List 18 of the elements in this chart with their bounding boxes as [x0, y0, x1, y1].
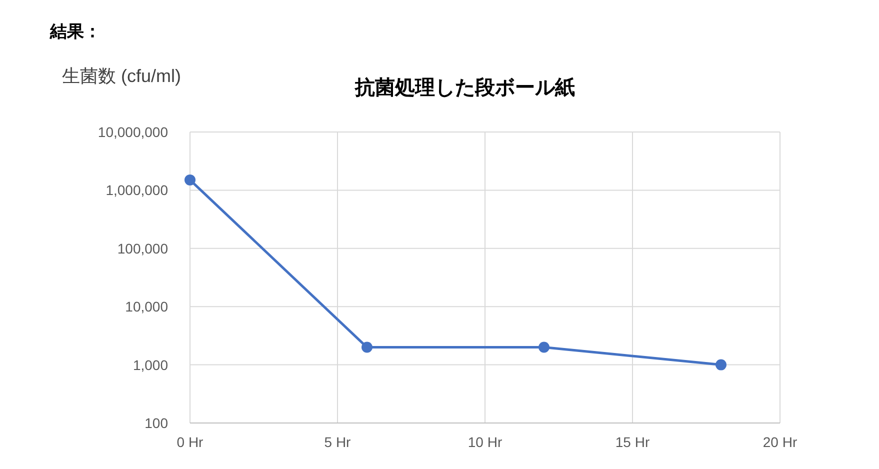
x-tick-label: 0 Hr	[176, 434, 204, 450]
x-tick-label: 20 Hr	[762, 434, 798, 450]
x-tick-label: 5 Hr	[324, 434, 352, 450]
y-tick-label: 100,000	[117, 240, 168, 256]
chart-title: 抗菌処理した段ボール紙	[354, 77, 575, 99]
x-tick-label: 10 Hr	[468, 434, 502, 450]
y-tick-label: 1,000	[132, 356, 168, 373]
point	[716, 359, 726, 370]
point	[184, 174, 196, 186]
text: 結果：	[49, 22, 101, 41]
y-tick-label: 1,000,000	[106, 182, 168, 198]
point	[362, 342, 372, 353]
y-tick-label: 100	[144, 415, 168, 431]
x-tick-label: 15 Hr	[615, 434, 650, 450]
y-axis-title: 生菌数 (cfu/ml)	[62, 66, 181, 86]
point	[538, 342, 550, 353]
y-tick-label: 10,000,000	[98, 124, 168, 140]
y-tick-label: 10,000	[125, 298, 168, 315]
